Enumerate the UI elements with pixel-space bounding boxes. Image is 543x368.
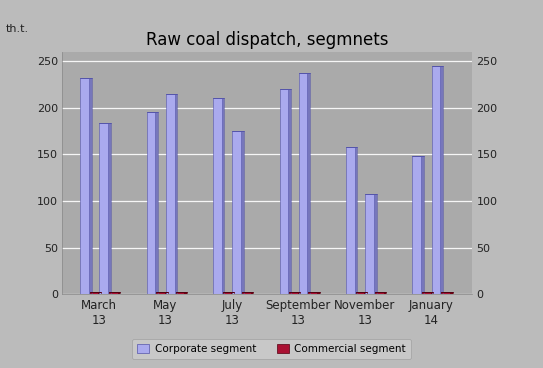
Bar — [280, 89, 288, 294]
Bar — [289, 291, 298, 294]
Bar — [375, 291, 383, 294]
Polygon shape — [174, 93, 177, 294]
Polygon shape — [231, 291, 234, 294]
Polygon shape — [307, 73, 310, 294]
Polygon shape — [298, 291, 300, 294]
Title: Raw coal dispatch, segmnets: Raw coal dispatch, segmnets — [146, 31, 389, 49]
Bar — [356, 291, 364, 294]
Bar — [441, 291, 450, 294]
Legend: Corporate segment, Commercial segment: Corporate segment, Commercial segment — [131, 339, 412, 359]
Bar — [213, 98, 222, 294]
Bar — [109, 291, 118, 294]
Polygon shape — [155, 112, 158, 294]
Polygon shape — [364, 291, 367, 294]
Polygon shape — [251, 291, 253, 294]
Polygon shape — [222, 98, 224, 294]
Text: th.t.: th.t. — [5, 24, 29, 34]
Bar — [175, 291, 184, 294]
Polygon shape — [355, 147, 357, 294]
Bar — [232, 131, 241, 294]
Polygon shape — [431, 291, 433, 294]
Bar — [308, 291, 317, 294]
Bar — [299, 73, 307, 294]
Polygon shape — [98, 291, 101, 294]
Polygon shape — [184, 291, 187, 294]
Bar — [223, 291, 231, 294]
Polygon shape — [241, 131, 244, 294]
Bar — [242, 291, 251, 294]
Polygon shape — [374, 194, 376, 294]
Bar — [422, 291, 431, 294]
Polygon shape — [450, 291, 453, 294]
Polygon shape — [317, 291, 320, 294]
Bar — [346, 147, 355, 294]
Bar — [99, 123, 108, 294]
Bar — [365, 194, 374, 294]
Bar — [413, 156, 421, 294]
Polygon shape — [288, 89, 291, 294]
Polygon shape — [165, 291, 168, 294]
Polygon shape — [383, 291, 386, 294]
Bar — [432, 66, 440, 294]
Polygon shape — [89, 78, 92, 294]
Polygon shape — [108, 123, 111, 294]
Polygon shape — [440, 66, 443, 294]
Bar — [80, 78, 89, 294]
Polygon shape — [421, 156, 424, 294]
Bar — [166, 93, 174, 294]
Bar — [147, 112, 155, 294]
Bar — [156, 291, 165, 294]
Polygon shape — [118, 291, 121, 294]
Bar — [90, 291, 98, 294]
